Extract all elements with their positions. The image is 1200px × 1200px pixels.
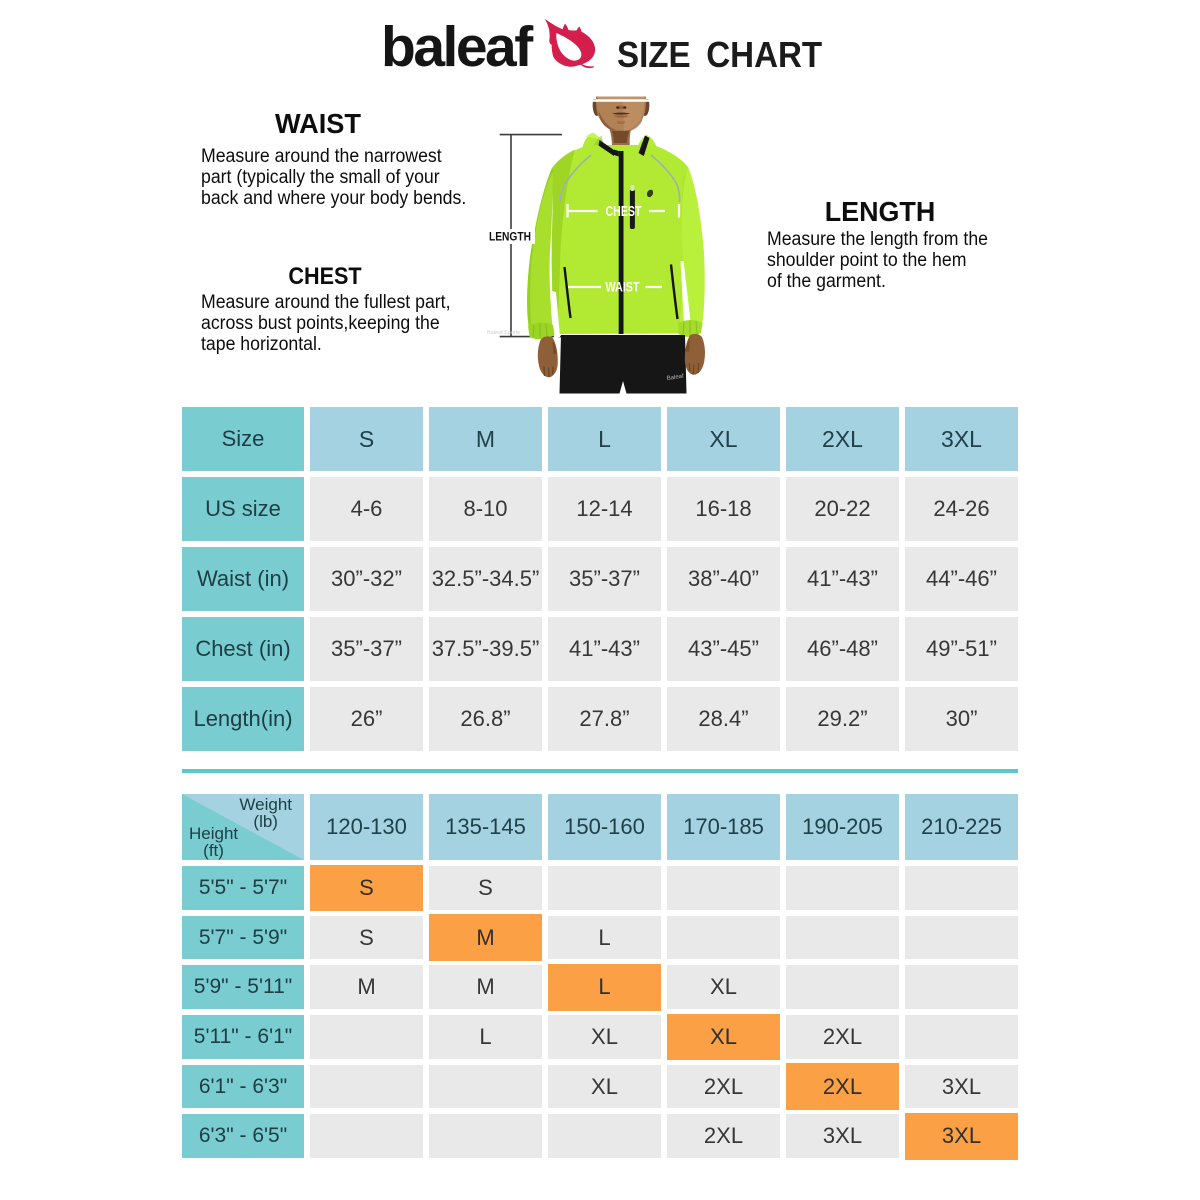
svg-text:LENGTH: LENGTH: [489, 230, 531, 244]
svg-text:Baleaf Sports: Baleaf Sports: [487, 330, 520, 336]
svg-text:WAIST: WAIST: [606, 279, 641, 294]
svg-text:Baleaf: Baleaf: [666, 374, 684, 382]
svg-text:CHEST: CHEST: [606, 203, 642, 220]
